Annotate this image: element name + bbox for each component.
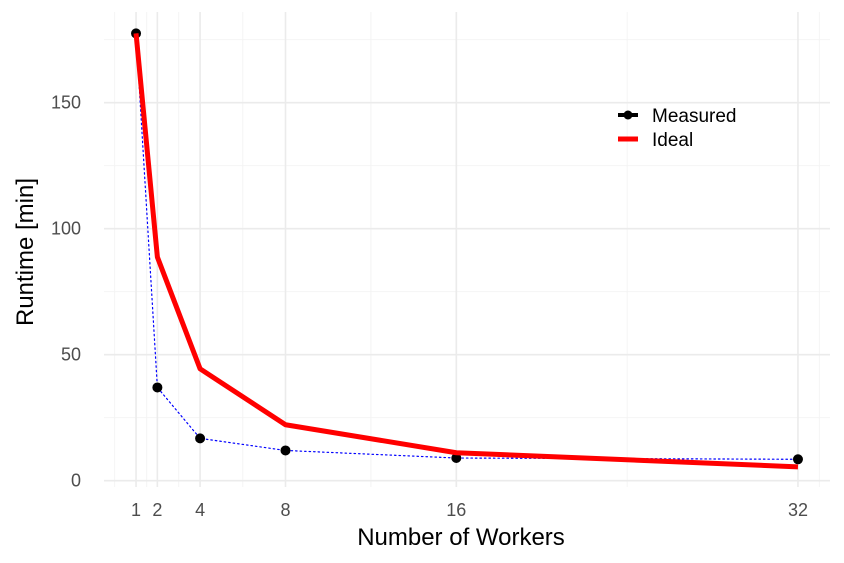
ideal-series-line bbox=[133, 33, 799, 470]
x-tick-label: 8 bbox=[280, 500, 290, 520]
legend-label-measured: Measured bbox=[652, 106, 737, 127]
x-tick-label: 4 bbox=[195, 500, 205, 520]
legend-item-measured: Measured bbox=[618, 106, 737, 127]
measured-series-line bbox=[135, 32, 799, 460]
y-tick-label: 150 bbox=[51, 93, 81, 113]
x-tick-label: 16 bbox=[446, 500, 466, 520]
legend-key-measured-point bbox=[623, 110, 633, 120]
legend-item-ideal: Ideal bbox=[618, 130, 693, 151]
y-axis-title: Runtime [min] bbox=[12, 178, 39, 326]
measured-point bbox=[195, 433, 206, 444]
minor-grid bbox=[104, 12, 830, 487]
y-tick-label: 100 bbox=[51, 219, 81, 239]
series-layer bbox=[131, 28, 803, 470]
major-grid bbox=[104, 12, 830, 487]
legend: Measured Ideal bbox=[618, 106, 737, 151]
x-tick-label: 1 bbox=[131, 500, 141, 520]
x-axis-title: Number of Workers bbox=[357, 524, 565, 551]
y-tick-labels: 0 50 100 150 bbox=[51, 93, 81, 491]
x-tick-label: 2 bbox=[152, 500, 162, 520]
x-tick-label: 32 bbox=[788, 500, 808, 520]
measured-point bbox=[280, 445, 291, 456]
measured-point bbox=[451, 453, 462, 464]
y-tick-label: 50 bbox=[61, 345, 81, 365]
legend-label-ideal: Ideal bbox=[652, 130, 693, 151]
measured-point bbox=[152, 382, 163, 393]
measured-point bbox=[792, 454, 803, 465]
y-tick-label: 0 bbox=[71, 471, 81, 491]
x-tick-labels: 1 2 4 8 16 32 bbox=[131, 500, 808, 520]
